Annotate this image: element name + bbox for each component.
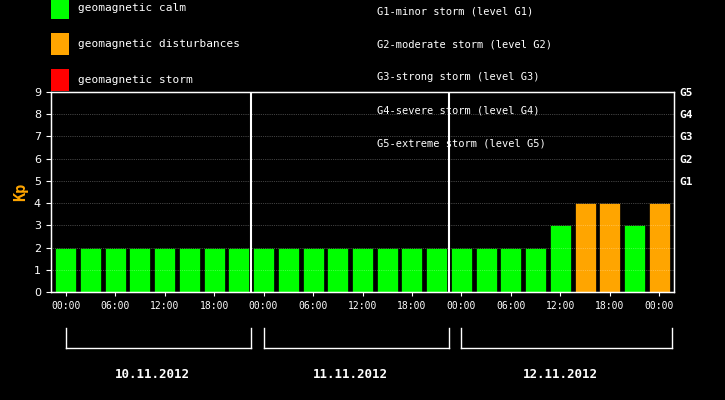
Bar bbox=[129, 248, 150, 292]
Text: G5-extreme storm (level G5): G5-extreme storm (level G5) bbox=[377, 139, 546, 149]
Bar bbox=[550, 225, 571, 292]
Text: G3-strong storm (level G3): G3-strong storm (level G3) bbox=[377, 72, 539, 82]
Y-axis label: Kp: Kp bbox=[13, 183, 28, 201]
Bar bbox=[575, 203, 596, 292]
Text: G2-moderate storm (level G2): G2-moderate storm (level G2) bbox=[377, 39, 552, 49]
Bar bbox=[600, 203, 621, 292]
Bar bbox=[352, 248, 373, 292]
Bar bbox=[104, 248, 125, 292]
Bar bbox=[253, 248, 274, 292]
Bar bbox=[624, 225, 645, 292]
Bar bbox=[451, 248, 472, 292]
Bar bbox=[80, 248, 101, 292]
Bar bbox=[154, 248, 175, 292]
Text: G4-severe storm (level G4): G4-severe storm (level G4) bbox=[377, 106, 539, 116]
Bar bbox=[402, 248, 423, 292]
Bar bbox=[204, 248, 225, 292]
Text: geomagnetic calm: geomagnetic calm bbox=[78, 3, 186, 13]
Bar bbox=[302, 248, 323, 292]
Bar bbox=[228, 248, 249, 292]
Text: 11.11.2012: 11.11.2012 bbox=[312, 368, 388, 381]
Bar bbox=[278, 248, 299, 292]
Bar bbox=[649, 203, 670, 292]
Bar bbox=[500, 248, 521, 292]
Text: geomagnetic disturbances: geomagnetic disturbances bbox=[78, 39, 239, 49]
Bar bbox=[179, 248, 200, 292]
Bar bbox=[426, 248, 447, 292]
Text: 10.11.2012: 10.11.2012 bbox=[115, 368, 190, 381]
Bar bbox=[55, 248, 76, 292]
Bar bbox=[476, 248, 497, 292]
Bar bbox=[327, 248, 348, 292]
Bar bbox=[525, 248, 546, 292]
Text: geomagnetic storm: geomagnetic storm bbox=[78, 75, 192, 85]
Bar bbox=[377, 248, 398, 292]
Text: G1-minor storm (level G1): G1-minor storm (level G1) bbox=[377, 6, 534, 16]
Text: 12.11.2012: 12.11.2012 bbox=[523, 368, 598, 381]
